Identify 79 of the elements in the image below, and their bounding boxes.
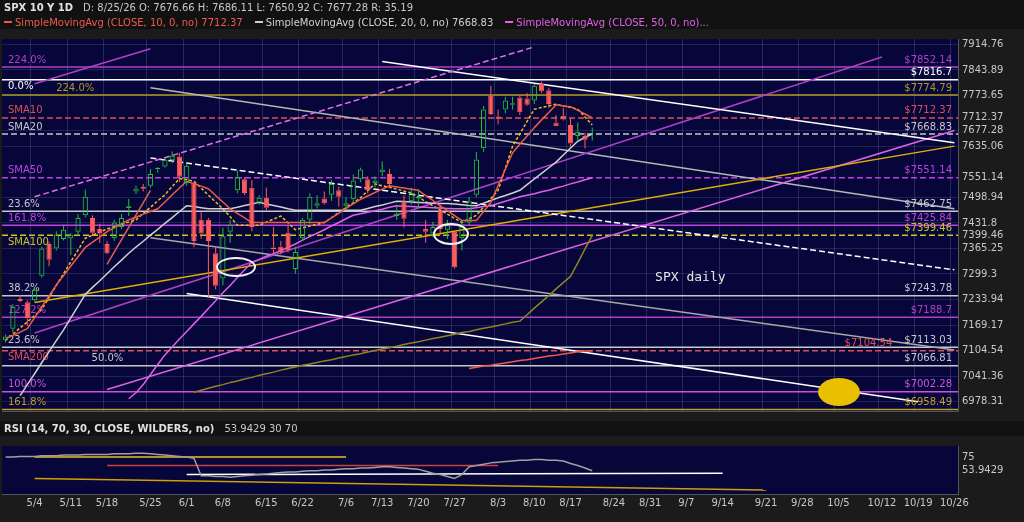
annotation: 161.8%: [8, 396, 47, 408]
y-tick-label: 7843.89: [962, 63, 1004, 75]
y-tick-label: 7773.65: [962, 89, 1004, 101]
legend-label: SimpleMovingAvg (CLOSE, 20, 0, no) 7668.83: [264, 16, 494, 28]
x-tick-label: 10/5: [827, 496, 850, 508]
x-tick-label: 8/24: [602, 496, 626, 508]
x-tick-label: 7/6: [337, 496, 355, 508]
x-tick-label: 5/11: [59, 496, 83, 508]
annotation: 23.6%: [8, 197, 40, 209]
y-tick-label: 7498.94: [962, 191, 1004, 203]
x-tick-label: 8/17: [559, 496, 582, 508]
legend-label: SimpleMovingAvg (CLOSE, 50, 0, no)...: [515, 16, 709, 28]
annotation: SPX daily: [655, 269, 726, 285]
annotation: SMA20: [8, 120, 43, 132]
y-tick-label: 7365.25: [962, 242, 1004, 254]
annotation: SMA50: [8, 164, 43, 176]
x-tick-label: 10/19: [903, 496, 933, 508]
x-tick-label: 5/18: [95, 496, 119, 508]
x-tick-label: 7/13: [370, 496, 394, 508]
ref-line-label: $7066.81: [904, 352, 952, 364]
y-tick-label: 7041.36: [962, 369, 1004, 381]
annotation: 50.0%: [91, 352, 124, 364]
chart-subtitle: 53.9429 30 70: [224, 423, 298, 434]
ref-line-label: $7816.7: [910, 66, 953, 78]
ref-line-label: $7104.54: [844, 337, 893, 349]
y-tick-label: 53.9429: [962, 464, 1004, 476]
x-tick-label: 10/12: [867, 496, 897, 508]
annotation: SMA100: [8, 235, 49, 247]
x-tick-label: 7/20: [407, 496, 430, 508]
y-tick-label: 7299.3: [962, 267, 997, 279]
y-tick-label: 7399.46: [962, 228, 1004, 240]
x-tick-label: 6/22: [291, 496, 314, 508]
x-tick-label: 6/15: [255, 496, 278, 508]
y-tick-label: 7104.54: [962, 344, 1004, 356]
chart-title: SPX 10 Y 1D: [4, 2, 74, 13]
ref-line-label: $7113.03: [904, 333, 952, 345]
ref-line-label: $7668.83: [904, 120, 952, 132]
y-tick-label: 7551.14: [962, 171, 1004, 183]
x-tick-label: 5/4: [26, 496, 43, 508]
y-tick-label: 7914.76: [962, 38, 1004, 50]
ref-line-label: $7188.7: [910, 303, 953, 315]
annotation: 23.6%: [8, 333, 40, 345]
ref-line-label: $7852.14: [904, 53, 952, 65]
x-tick-label: 8/3: [490, 496, 507, 508]
y-tick-label: 7712.37: [962, 111, 1004, 123]
ref-line-label: $6958.49: [904, 396, 952, 408]
y-tick-label: 7635.06: [962, 140, 1004, 152]
y-tick-label: 7169.17: [962, 318, 1004, 330]
y-tick-label: 6978.31: [962, 395, 1004, 407]
chart-title: RSI (14, 70, 30, CLOSE, WILDERS, no): [4, 423, 215, 434]
x-tick-label: 9/21: [754, 496, 778, 508]
y-tick-label: 7431.8: [962, 216, 997, 228]
annotation: SMA10: [8, 104, 43, 116]
x-tick-label: 9/28: [791, 496, 814, 508]
x-tick-label: 7/27: [443, 496, 466, 508]
x-tick-label: 8/10: [523, 496, 546, 508]
x-tick-label: 6/1: [178, 496, 195, 508]
legend-label: SimpleMovingAvg (CLOSE, 10, 0, no) 7712.37: [14, 16, 243, 28]
annotation: 0.0%: [8, 80, 34, 92]
annotation: 161.8%: [8, 211, 47, 223]
ref-line-label: $7243.78: [904, 282, 952, 294]
ref-line-label: $7551.14: [904, 164, 952, 176]
x-tick-label: 6/8: [214, 496, 231, 508]
ref-line-label: $7425.84: [904, 211, 952, 223]
x-tick-label: 10/26: [939, 496, 969, 508]
x-tick-label: 9/7: [678, 496, 695, 508]
y-tick-label: 7233.94: [962, 293, 1004, 305]
y-tick-label: 7677.28: [962, 124, 1004, 136]
annotation: 38.2%: [8, 282, 40, 294]
annotation: 224.0%: [8, 53, 47, 65]
x-tick-label: 5/25: [139, 496, 162, 508]
x-tick-label: 9/14: [711, 496, 734, 508]
annotation: 224.0%: [56, 81, 95, 93]
ref-line-label: $7002.28: [904, 378, 952, 390]
y-tick-label: 75: [962, 450, 975, 462]
ref-line-label: $7712.37: [904, 104, 952, 116]
ref-line-label: $7774.79: [904, 81, 952, 93]
x-tick-label: 8/31: [638, 496, 662, 508]
chart-subtitle: D: 8/25/26 O: 7676.66 H: 7686.11 L: 7650.92 C: 7677.28 R: 35.19: [83, 2, 413, 13]
